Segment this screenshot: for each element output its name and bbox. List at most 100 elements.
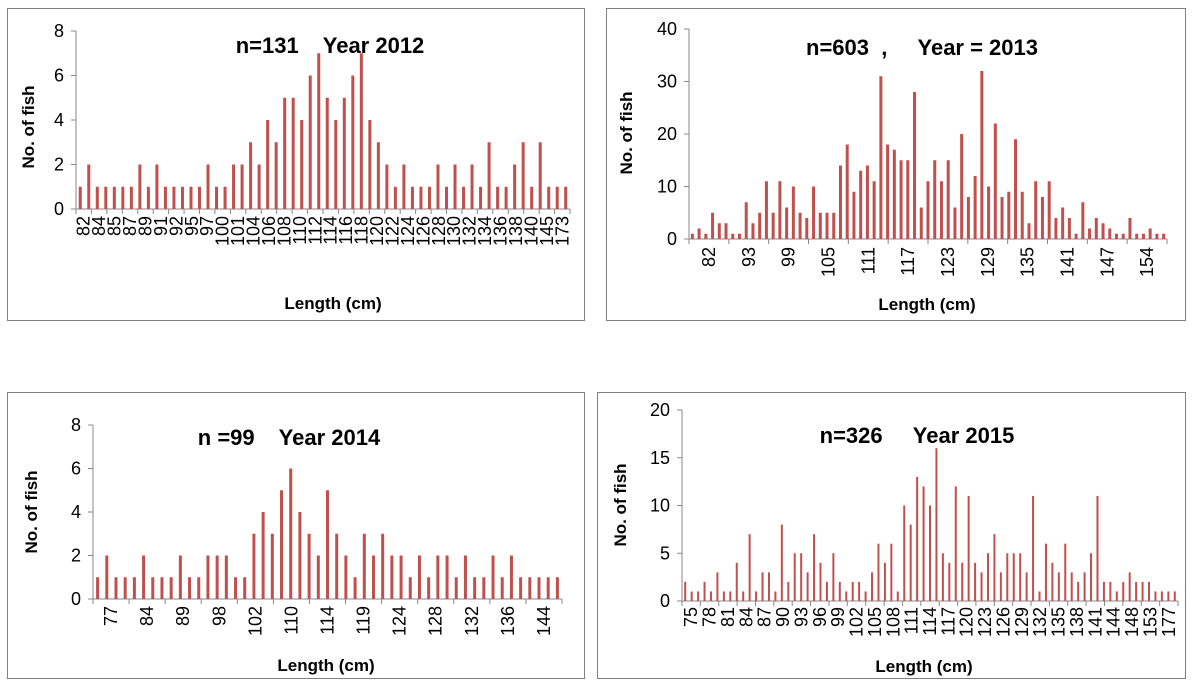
bar bbox=[376, 142, 380, 209]
bar bbox=[78, 186, 82, 209]
bar bbox=[791, 186, 795, 239]
bar bbox=[538, 142, 542, 209]
x-tick-label: 132 bbox=[462, 606, 482, 636]
bar bbox=[138, 164, 142, 209]
bar bbox=[390, 555, 394, 599]
bar bbox=[697, 228, 701, 239]
x-tick-label: 93 bbox=[791, 607, 811, 627]
bar bbox=[270, 533, 274, 599]
bar bbox=[1108, 228, 1112, 239]
bar bbox=[704, 233, 708, 239]
bar bbox=[974, 562, 977, 601]
bar bbox=[973, 176, 977, 239]
bar bbox=[351, 75, 355, 209]
bar bbox=[872, 181, 876, 239]
bar bbox=[935, 448, 938, 601]
x-tick-label: 110 bbox=[281, 606, 301, 635]
x-tick-label: 75 bbox=[681, 607, 701, 627]
bar bbox=[326, 490, 329, 599]
x-tick-label: 78 bbox=[700, 607, 720, 627]
x-axis-title: Length (cm) bbox=[284, 294, 381, 313]
bar bbox=[939, 181, 943, 239]
bar bbox=[215, 555, 219, 599]
bar bbox=[410, 186, 414, 209]
chart-title: n =99 Year 2014 bbox=[198, 425, 381, 450]
x-tick-label: 141 bbox=[1057, 247, 1077, 277]
bar bbox=[530, 186, 534, 209]
y-tick-label: 0 bbox=[54, 199, 64, 219]
chart-panel-2014: 0 2 4 6 8 77 84 89 98 102 110 114 119 124 128 132 136 144… bbox=[7, 392, 585, 679]
bar bbox=[96, 577, 100, 599]
bar bbox=[362, 533, 366, 599]
bar bbox=[300, 120, 304, 209]
bar bbox=[240, 164, 244, 209]
bar bbox=[684, 581, 687, 601]
x-tick-label: 136 bbox=[498, 606, 518, 636]
bar bbox=[697, 591, 700, 601]
bar bbox=[381, 533, 385, 599]
bar bbox=[717, 223, 721, 239]
bar bbox=[1115, 233, 1119, 239]
bar bbox=[948, 562, 951, 601]
x-tick-label: 130 bbox=[444, 216, 464, 246]
bar bbox=[257, 164, 261, 209]
bar bbox=[919, 207, 923, 239]
bar bbox=[883, 562, 886, 601]
bar bbox=[1044, 543, 1047, 601]
y-tick-label: 8 bbox=[54, 21, 64, 41]
x-tick-label: 145 bbox=[537, 216, 557, 246]
bar bbox=[852, 191, 856, 239]
bar bbox=[1061, 207, 1065, 239]
bar bbox=[838, 165, 842, 239]
bar bbox=[1141, 233, 1145, 239]
bar bbox=[899, 160, 903, 239]
x-axis-title: Length (cm) bbox=[878, 295, 975, 314]
x-tick-label: 105 bbox=[818, 247, 838, 277]
x-tick-label: 93 bbox=[739, 247, 759, 267]
x-tick-label: 122 bbox=[382, 216, 402, 246]
bar bbox=[737, 233, 741, 239]
bar bbox=[1148, 581, 1151, 601]
bar bbox=[871, 572, 874, 601]
bar bbox=[1007, 191, 1011, 239]
y-tick-label: 4 bbox=[54, 110, 64, 130]
bar bbox=[334, 120, 338, 209]
x-tick-label: 112 bbox=[305, 216, 325, 245]
bar bbox=[353, 577, 357, 599]
bar bbox=[1088, 228, 1092, 239]
x-tick-label: 102 bbox=[245, 606, 265, 636]
bar bbox=[445, 186, 448, 209]
bar bbox=[206, 164, 210, 209]
x-tick-label: 123 bbox=[938, 247, 958, 277]
bar bbox=[793, 553, 796, 601]
x-tick-label: 84 bbox=[89, 216, 109, 236]
bar bbox=[818, 212, 822, 239]
x-tick-label: 126 bbox=[993, 607, 1013, 637]
bar bbox=[491, 555, 495, 599]
y-tick-label: 20 bbox=[657, 124, 677, 144]
chart-panel-2013: 0 10 20 30 40 82 93 99 105 111 117 123 129 135 141 147 1… bbox=[606, 8, 1186, 321]
x-tick-label: 110 bbox=[290, 216, 310, 245]
bar bbox=[160, 577, 164, 599]
bar bbox=[929, 505, 931, 601]
bar bbox=[724, 223, 728, 239]
bar bbox=[1121, 233, 1125, 239]
x-tick-label: 89 bbox=[135, 216, 155, 236]
y-tick-label: 20 bbox=[650, 400, 670, 420]
x-tick-label: 117 bbox=[938, 607, 958, 636]
bar bbox=[500, 577, 504, 599]
y-axis-title: No. of fish bbox=[611, 463, 630, 546]
x-tick-label: 119 bbox=[354, 606, 374, 635]
bar bbox=[114, 577, 118, 599]
bar bbox=[342, 97, 346, 209]
bar bbox=[521, 142, 525, 209]
bar bbox=[886, 144, 890, 239]
y-tick-label: 10 bbox=[657, 177, 677, 197]
bar bbox=[445, 555, 449, 599]
bar bbox=[546, 577, 550, 599]
bar bbox=[1160, 591, 1163, 601]
bar bbox=[555, 186, 559, 209]
bar bbox=[547, 186, 551, 209]
bar bbox=[453, 164, 457, 209]
bar bbox=[283, 97, 287, 209]
